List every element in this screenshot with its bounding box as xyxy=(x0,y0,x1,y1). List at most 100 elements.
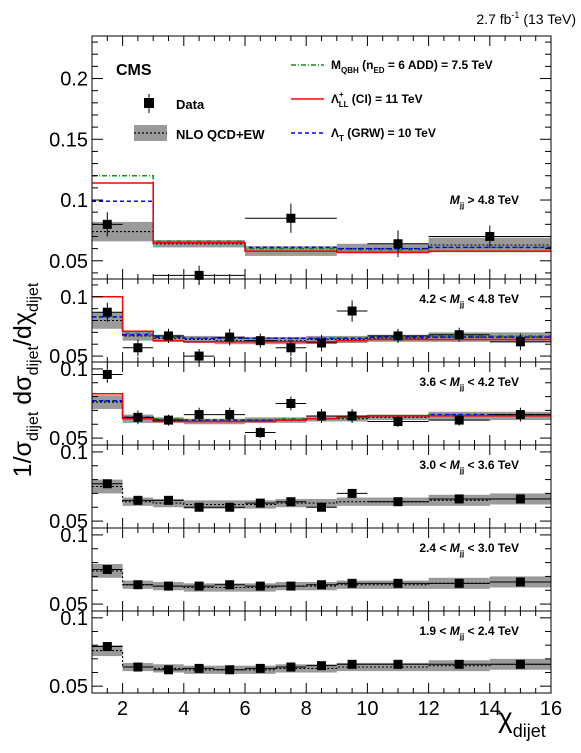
data-point xyxy=(164,415,173,425)
y-tick-label: 0.05 xyxy=(49,511,88,533)
data-point xyxy=(255,336,265,346)
y-tick-label: 0.05 xyxy=(49,428,88,450)
y-tick-label: 0.05 xyxy=(49,346,88,368)
y-tick-label: 0.2 xyxy=(60,69,88,91)
panel-5: 0.05 0.1 1.9 < Mjj < 2.4 TeV xyxy=(49,608,552,698)
mass-range-label-1: 4.2 < Mjj < 4.8 TeV xyxy=(419,292,519,309)
data-point xyxy=(194,410,204,420)
mass-range-label-2: 3.6 < Mjj < 4.2 TeV xyxy=(419,375,519,392)
data-point xyxy=(286,662,296,672)
data-point xyxy=(515,659,525,669)
data-point xyxy=(454,330,464,340)
data-point xyxy=(485,231,495,241)
data-point xyxy=(194,502,204,512)
data-point xyxy=(164,495,173,505)
panel-plot-4 xyxy=(92,563,551,592)
x-tick-label: 12 xyxy=(417,698,439,720)
nlo-band-bin xyxy=(92,395,123,410)
data-point xyxy=(102,642,112,652)
data-point xyxy=(194,581,204,591)
qbh-curve xyxy=(92,316,551,340)
data-point xyxy=(164,581,173,591)
legend-entry-nlo: NLO QCD+EW xyxy=(134,125,265,142)
y-tick-label: 0.1 xyxy=(60,525,88,547)
ci-curve xyxy=(92,182,551,254)
nlo-central-line xyxy=(92,485,551,506)
y-tick-label: 0.1 xyxy=(60,287,88,309)
data-point xyxy=(347,578,357,588)
data-point xyxy=(133,343,143,353)
y-tick-label: 0.1 xyxy=(60,359,88,381)
data-point xyxy=(133,495,143,505)
data-point xyxy=(515,577,525,587)
data-point xyxy=(317,338,326,348)
panel-1: 0.05 0.1 4.2 < Mjj < 4.8 TeV xyxy=(49,278,552,368)
y-axis-title: 1/σdijet dσdijet/dχdijet xyxy=(9,282,42,477)
mass-range-label-4: 2.4 < Mjj < 3.0 TeV xyxy=(419,541,519,558)
panel-3: 0.05 0.1 3.0 < Mjj < 3.6 TeV xyxy=(49,442,552,533)
panel-plot-2 xyxy=(92,366,551,439)
panel-0: 0.05 0.1 0.15 0.2 Mjj > 4.8 TeV xyxy=(49,35,552,286)
data-point xyxy=(164,331,173,341)
grw-curve xyxy=(92,316,551,340)
data-point xyxy=(454,494,464,504)
legend-grw-label: ΛT (GRW) = 10 TeV xyxy=(331,126,436,143)
data-point xyxy=(225,502,235,512)
data-point xyxy=(286,581,296,591)
data-point xyxy=(454,659,464,669)
x-tick-label: 6 xyxy=(239,698,250,720)
x-tick-label: 2 xyxy=(117,698,128,720)
y-tick-label: 0.1 xyxy=(60,190,88,212)
data-point xyxy=(393,416,403,426)
legend-data-marker xyxy=(144,98,154,108)
nlo-band-bin xyxy=(153,240,245,248)
data-point xyxy=(255,581,265,591)
data-point xyxy=(286,343,296,353)
mass-range-label-5: 1.9 < Mjj < 2.4 TeV xyxy=(419,624,519,641)
legend-entry-data: Data xyxy=(144,94,205,113)
data-point xyxy=(102,307,112,317)
data-point xyxy=(317,580,326,590)
data-point xyxy=(194,351,204,361)
data-point xyxy=(317,661,326,671)
legend-nlo-label: NLO QCD+EW xyxy=(176,127,265,142)
data-point xyxy=(515,494,525,504)
legend-ci-label: Λ+ LL (CI) = 11 TeV xyxy=(331,90,423,109)
data-point xyxy=(133,580,143,590)
data-point xyxy=(133,662,143,672)
data-point xyxy=(393,331,403,341)
data-point xyxy=(286,399,296,408)
data-point xyxy=(515,410,525,420)
legend: Data NLO QCD+EW MQBH (nED = 6 ADD) = 7.5… xyxy=(134,58,493,143)
data-point xyxy=(102,369,112,379)
cms-label: CMS xyxy=(116,62,152,79)
x-tick-label: 4 xyxy=(178,698,189,720)
x-tick-label: 14 xyxy=(479,698,501,720)
data-point xyxy=(255,498,265,508)
panel-plot-1 xyxy=(92,296,551,364)
data-point xyxy=(454,578,464,588)
data-point xyxy=(225,332,235,342)
data-point xyxy=(317,502,326,512)
data-point xyxy=(164,665,173,675)
y-tick-label: 0.15 xyxy=(49,129,88,151)
data-point xyxy=(393,239,403,249)
data-point xyxy=(393,578,403,588)
x-tick-label: 16 xyxy=(540,698,562,720)
data-point xyxy=(347,306,357,316)
data-point xyxy=(393,497,403,507)
legend-qbh-label: MQBH (nED = 6 ADD) = 7.5 TeV xyxy=(331,58,493,75)
data-point xyxy=(102,219,112,229)
data-point xyxy=(225,410,235,420)
y-tick-label: 0.1 xyxy=(60,442,88,464)
data-point xyxy=(102,565,112,574)
data-point xyxy=(347,411,357,421)
legend-entry-qbh: MQBH (nED = 6 ADD) = 7.5 TeV xyxy=(291,58,493,75)
lumi-label: 2.7 fb-1 (13 TeV) xyxy=(476,10,576,27)
y-tick-label: 0.05 xyxy=(49,251,88,273)
data-point xyxy=(133,412,143,422)
grw-curve xyxy=(92,200,551,250)
data-point xyxy=(255,428,265,438)
